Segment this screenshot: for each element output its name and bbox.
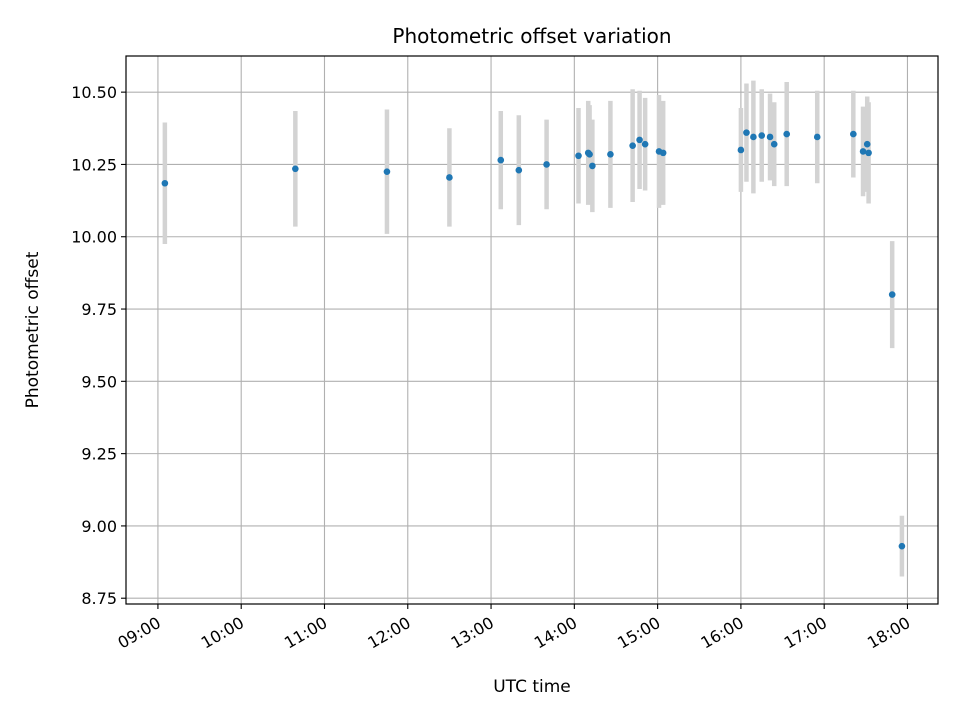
data-point bbox=[865, 149, 872, 157]
data-point bbox=[589, 162, 596, 170]
y-tick-label: 9.00 bbox=[81, 517, 117, 536]
data-points bbox=[161, 129, 906, 550]
y-tick-label: 10.25 bbox=[71, 155, 117, 174]
data-point bbox=[659, 149, 667, 157]
grid bbox=[126, 56, 938, 604]
data-point bbox=[446, 174, 453, 181]
data-point bbox=[888, 291, 896, 298]
data-point bbox=[766, 133, 774, 141]
data-point bbox=[783, 130, 791, 138]
y-tick-label: 9.25 bbox=[81, 445, 117, 464]
data-point bbox=[515, 166, 523, 174]
data-point bbox=[758, 132, 766, 139]
data-point bbox=[497, 156, 505, 164]
data-point bbox=[770, 140, 778, 148]
data-point bbox=[607, 151, 614, 158]
y-tick-label: 10.50 bbox=[71, 83, 117, 102]
x-axis-label: UTC time bbox=[493, 677, 571, 697]
data-point bbox=[850, 130, 857, 138]
data-point bbox=[292, 165, 299, 173]
data-point bbox=[161, 179, 169, 187]
data-point bbox=[636, 136, 643, 144]
y-tick-label: 9.50 bbox=[81, 372, 117, 391]
data-point bbox=[586, 151, 593, 158]
chart-title: Photometric offset variation bbox=[392, 24, 671, 48]
data-point bbox=[641, 140, 649, 148]
y-axis-label: Photometric offset bbox=[23, 251, 43, 408]
y-tick-label: 10.00 bbox=[71, 228, 117, 247]
data-point bbox=[383, 168, 391, 175]
data-point bbox=[863, 140, 871, 148]
data-point bbox=[859, 148, 867, 155]
data-point bbox=[737, 146, 745, 154]
data-point bbox=[743, 129, 750, 136]
data-point bbox=[898, 542, 906, 550]
y-tick-label: 9.75 bbox=[81, 300, 117, 319]
data-point bbox=[813, 133, 821, 141]
y-axis: 8.75 9.00 9.25 9.50 9.75 10.00 10.25 10.50 bbox=[71, 83, 126, 608]
data-point bbox=[543, 161, 550, 168]
y-tick-label: 8.75 bbox=[81, 589, 117, 608]
data-point bbox=[629, 142, 636, 149]
data-point bbox=[575, 152, 582, 160]
data-point bbox=[750, 133, 757, 141]
plot-frame bbox=[125, 55, 939, 605]
